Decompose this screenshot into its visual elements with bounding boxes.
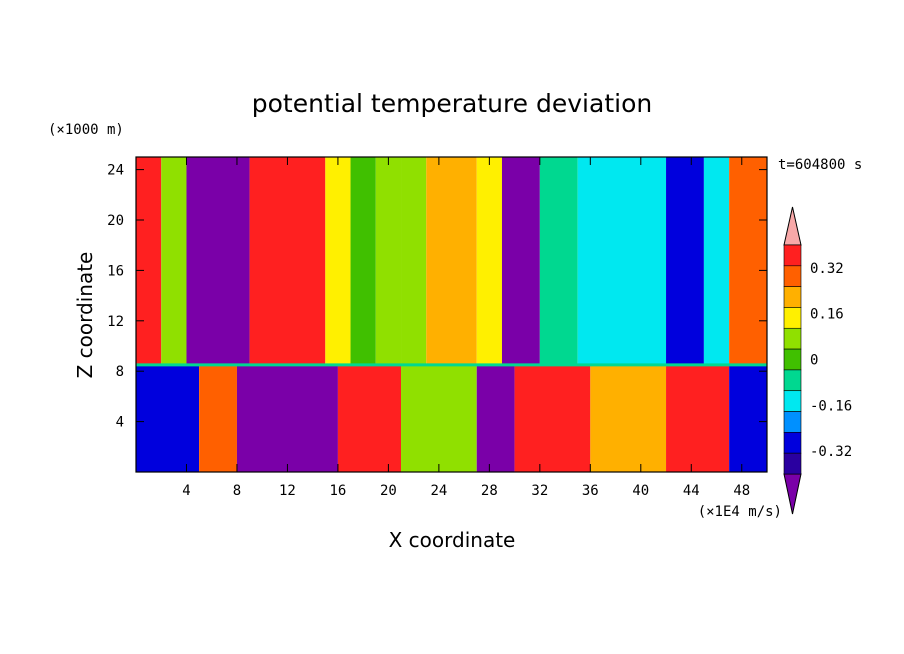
time-label: t=604800 s <box>778 157 862 173</box>
x-tick-label-11: 48 <box>733 483 750 499</box>
x-tick-label-5: 24 <box>430 483 447 499</box>
chart-title: potential temperature deviation <box>252 89 652 118</box>
x-tick-label-2: 12 <box>279 483 296 499</box>
lower-column-1 <box>199 364 237 472</box>
colorbar-segment-4 <box>783 327 802 350</box>
upper-column-15 <box>729 157 767 365</box>
upper-column-8 <box>426 157 477 365</box>
colorbar-segment-2 <box>783 286 802 308</box>
upper-column-3 <box>249 157 326 365</box>
lower-column-2 <box>236 364 338 472</box>
x-tick-label-10: 44 <box>683 483 700 499</box>
upper-column-9 <box>476 157 502 365</box>
x-tick-label-8: 36 <box>582 483 599 499</box>
upper-column-0 <box>136 157 162 365</box>
x-tick-label-4: 20 <box>380 483 397 499</box>
x-axis-title: X coordinate <box>389 528 516 552</box>
colorbar-segment-5 <box>783 348 802 371</box>
colorbar-segment-7 <box>783 390 802 412</box>
upper-column-14 <box>703 157 730 365</box>
y-axis: 4 8 12 16 20 24 <box>107 163 767 431</box>
lower-column-3 <box>337 364 402 472</box>
x-axis: 4 8 12 16 20 24 28 32 36 40 44 48 <box>182 157 750 499</box>
lower-column-9 <box>729 364 767 472</box>
x-tick-label-9: 40 <box>632 483 649 499</box>
upper-column-12 <box>577 157 667 365</box>
colorbar-tick-label-3: -0.16 <box>810 398 852 414</box>
plot-frame <box>135 156 768 473</box>
colorbar-min-arrow <box>783 473 802 515</box>
colorbar-segment-0 <box>783 244 802 267</box>
x-tick-label-1: 8 <box>233 483 241 499</box>
colorbar-tick-label-4: -0.32 <box>810 444 852 460</box>
upper-column-13 <box>666 157 704 365</box>
lower-column-6 <box>514 364 591 472</box>
lower-column-8 <box>666 364 730 472</box>
lower-column-7 <box>590 364 667 472</box>
upper-column-6 <box>375 157 402 365</box>
y-tick-label-2: 12 <box>107 314 124 330</box>
colorbar-segment-3 <box>783 307 802 329</box>
y-tick-label-3: 16 <box>107 263 124 279</box>
colorbar-segment-8 <box>783 411 802 433</box>
upper-column-7 <box>401 157 427 365</box>
colorbar-segment-10 <box>783 452 802 475</box>
lower-column-0 <box>136 364 200 472</box>
colorbar-tick-label-1: 0.16 <box>810 307 844 323</box>
colorbar: 0.32 0.16 0 -0.16 -0.32 <box>783 206 852 515</box>
y-unit-label: (×1000 m) <box>48 122 124 138</box>
y-axis-title: Z coordinate <box>73 252 97 379</box>
upper-column-5 <box>350 157 376 365</box>
y-tick-label-0: 4 <box>116 415 124 431</box>
colorbar-segment-9 <box>783 432 802 454</box>
y-tick-label-5: 24 <box>107 163 124 179</box>
lower-column-4 <box>401 364 477 472</box>
x-unit-label: (×1E4 m/s) <box>698 504 782 520</box>
colorbar-tick-label-2: 0 <box>810 353 818 369</box>
x-tick-label-3: 16 <box>329 483 346 499</box>
plot-area <box>136 157 767 472</box>
colorbar-segment-1 <box>783 265 802 287</box>
colorbar-tick-label-0: 0.32 <box>810 261 844 277</box>
lower-column-5 <box>476 364 515 472</box>
colorbar-max-arrow <box>783 206 802 246</box>
y-tick-label-4: 20 <box>107 213 124 229</box>
upper-column-10 <box>501 157 540 365</box>
upper-column-2 <box>186 157 250 365</box>
y-tick-label-1: 8 <box>116 364 124 380</box>
colorbar-segment-6 <box>783 369 802 392</box>
upper-column-11 <box>539 157 578 365</box>
x-tick-label-0: 4 <box>182 483 190 499</box>
x-tick-label-7: 32 <box>531 483 548 499</box>
upper-column-4 <box>325 157 351 365</box>
upper-column-1 <box>161 157 187 365</box>
x-tick-label-6: 28 <box>481 483 498 499</box>
